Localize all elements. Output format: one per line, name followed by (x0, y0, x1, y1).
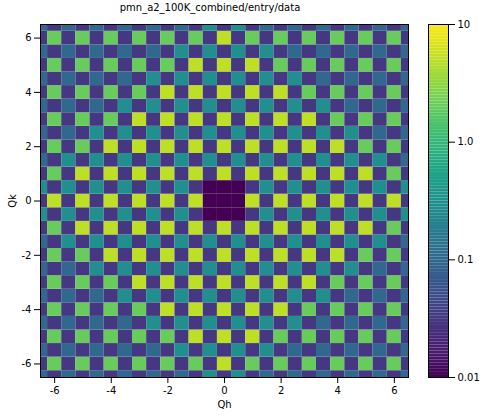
svg-text:Qk: Qk (7, 194, 18, 208)
svg-text:-4: -4 (106, 385, 116, 396)
svg-text:-6: -6 (22, 358, 32, 369)
svg-text:0.01: 0.01 (458, 372, 480, 383)
svg-text:2: 2 (25, 141, 31, 152)
svg-text:6: 6 (25, 32, 31, 43)
svg-text:Qh: Qh (217, 399, 231, 410)
svg-text:6: 6 (391, 385, 397, 396)
svg-text:-4: -4 (22, 304, 32, 315)
html-text:pmn_a2_100K_combined/entry/dat: pmn_a2_100K_combined/entry/data (119, 2, 301, 13)
svg-text:4: 4 (335, 385, 341, 396)
svg-text:2: 2 (278, 385, 284, 396)
svg-text:-2: -2 (22, 250, 32, 261)
svg-text:0: 0 (25, 195, 31, 206)
svg-text:-6: -6 (50, 385, 60, 396)
svg-text:0: 0 (221, 385, 227, 396)
svg-text:0.1: 0.1 (458, 254, 474, 265)
svg-text:4: 4 (25, 87, 31, 98)
svg-text:10: 10 (458, 19, 471, 30)
svg-text:1.0: 1.0 (458, 136, 474, 147)
svg-text:-2: -2 (163, 385, 173, 396)
